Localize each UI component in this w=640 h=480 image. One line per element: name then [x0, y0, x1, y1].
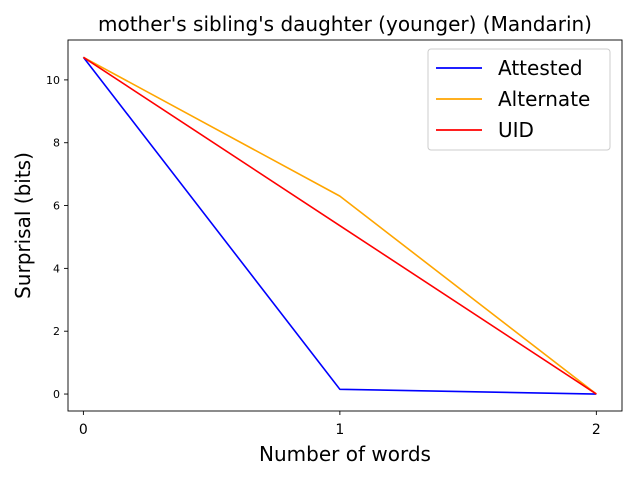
legend: Attested Alternate UID [427, 48, 611, 151]
plot-area [82, 56, 597, 395]
axes-frame [67, 39, 623, 412]
legend-label-uid: UID [498, 118, 534, 142]
legend-label-attested: Attested [498, 56, 583, 80]
x-tick-label: 2 [592, 422, 601, 438]
y-tick-label: 6 [53, 200, 60, 213]
axes: 0 1 2 0 2 4 6 8 10 [46, 39, 623, 438]
x-tick-label: 1 [335, 422, 344, 438]
y-tick-label: 8 [53, 137, 60, 150]
chart-title: mother's sibling's daughter (younger) (M… [98, 12, 592, 36]
y-tick-label: 4 [53, 262, 60, 275]
y-axis-label: Surprisal (bits) [11, 152, 35, 299]
y-tick-label: 0 [53, 388, 60, 401]
y-tick-label: 2 [53, 325, 60, 338]
legend-box [427, 48, 611, 151]
series-line-uid [82, 56, 597, 395]
x-tick-label: 0 [79, 422, 88, 438]
y-tick-label: 10 [46, 74, 60, 87]
series-line-attested [82, 56, 597, 395]
series-line-alternate [83, 56, 597, 395]
legend-label-alternate: Alternate [498, 87, 590, 111]
x-axis-label: Number of words [259, 442, 431, 466]
